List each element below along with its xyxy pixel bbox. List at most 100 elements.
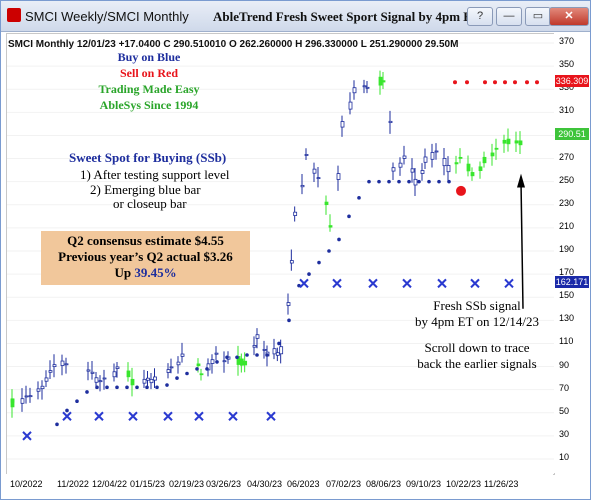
price-bar-body — [45, 378, 48, 381]
price-bar-body — [431, 152, 434, 159]
window-main-title: AbleTrend Fresh Sweet Sport Signal by 4p… — [213, 9, 481, 25]
price-bar-body — [392, 168, 395, 171]
resistance-dot — [465, 80, 469, 84]
price-bar-body — [483, 157, 486, 162]
price-bar-body — [301, 185, 304, 186]
restore-button[interactable]: ▭ — [525, 7, 551, 26]
price-bar-body — [61, 361, 64, 366]
date-tick: 09/10/23 — [406, 479, 441, 489]
support-dot — [397, 180, 401, 184]
price-bar-body — [447, 165, 450, 171]
price-bar-body — [276, 353, 279, 356]
price-bar-body — [181, 354, 184, 356]
price-bar-body — [21, 399, 24, 404]
price-bar-body — [507, 139, 510, 144]
price-bar-body — [113, 372, 116, 377]
price-tick: 90 — [559, 360, 569, 370]
support-dot — [75, 399, 79, 403]
app-icon — [7, 8, 21, 22]
price-bar-body — [455, 163, 458, 164]
support-dot — [185, 372, 189, 376]
price-bar-body — [91, 372, 94, 373]
price-bar-body — [389, 121, 392, 122]
estimate-change: Up 39.45% — [41, 265, 250, 281]
support-dot — [215, 360, 219, 364]
support-dot — [85, 390, 89, 394]
support-dot — [255, 353, 259, 357]
help-button[interactable]: ? — [467, 7, 493, 26]
support-dot — [327, 249, 331, 253]
price-bar-body — [127, 371, 130, 377]
estimate-change-value: 39.45% — [134, 265, 176, 280]
support-dot — [115, 386, 119, 390]
price-bar-body — [379, 77, 382, 85]
price-bar-body — [329, 226, 332, 228]
price-bar-body — [95, 378, 98, 382]
date-tick: 02/19/23 — [169, 479, 204, 489]
price-bar-body — [287, 303, 290, 306]
fresh-signal-line-2: by 4pm ET on 12/14/23 — [392, 314, 562, 330]
price-bar-body — [495, 148, 498, 149]
price-tag: 336.309 — [555, 75, 589, 87]
price-bar-body — [290, 261, 293, 264]
support-dot — [367, 180, 371, 184]
support-dot — [287, 319, 291, 323]
estimate-change-prefix: Up — [114, 265, 131, 280]
price-bar-body — [424, 157, 427, 162]
support-dot — [347, 215, 351, 219]
date-tick: 11/2022 — [57, 479, 89, 489]
price-bar-body — [411, 169, 414, 172]
price-axis[interactable]: 3703503303102902702502302101901701501301… — [554, 33, 589, 473]
support-dot — [437, 180, 441, 184]
price-bar-body — [305, 154, 308, 155]
price-bar-body — [244, 361, 247, 365]
resistance-dot — [525, 80, 529, 84]
support-dot — [65, 409, 69, 413]
price-bar-body — [131, 379, 134, 385]
close-button[interactable]: ✕ — [549, 7, 589, 26]
date-tick: 10/2022 — [10, 479, 43, 489]
earnings-estimate-box: Q2 consensus estimate $4.55 Previous yea… — [41, 231, 250, 285]
price-bar-body — [200, 374, 203, 375]
price-bar-body — [147, 378, 150, 380]
support-dot — [125, 386, 129, 390]
price-bar-body — [116, 367, 119, 369]
date-tick: 08/06/23 — [366, 479, 401, 489]
minimize-button[interactable]: — — [496, 7, 522, 26]
price-tick: 310 — [559, 105, 574, 115]
support-dot — [155, 386, 159, 390]
price-bar-body — [143, 379, 146, 383]
support-dot — [377, 180, 381, 184]
price-bar-body — [167, 370, 170, 373]
support-dot — [175, 376, 179, 380]
price-bar-body — [211, 360, 214, 364]
price-bar-body — [273, 349, 276, 354]
price-bar-body — [154, 377, 157, 380]
support-dot — [195, 367, 199, 371]
resistance-dot — [453, 80, 457, 84]
price-bar-body — [421, 170, 424, 173]
scroll-note: Scroll down to trace back the earlier si… — [392, 340, 562, 372]
price-bar-body — [11, 399, 14, 402]
price-bar-body — [313, 169, 316, 173]
price-bar-body — [471, 172, 474, 175]
price-bar-body — [325, 202, 328, 205]
date-tick: 07/02/23 — [326, 479, 361, 489]
price-bar-body — [53, 365, 56, 367]
price-bar-body — [337, 174, 340, 180]
price-bar-body — [341, 122, 344, 128]
price-tick: 230 — [559, 198, 574, 208]
price-bar-body — [65, 364, 68, 365]
window-tab-title: SMCI Weekly/SMCI Monthly — [25, 9, 189, 24]
price-bar-body — [223, 361, 226, 362]
support-dot — [265, 353, 269, 357]
price-bar-body — [103, 378, 106, 379]
price-bar-body — [87, 370, 90, 371]
signal-arrow-line — [521, 182, 523, 309]
support-dot — [55, 423, 59, 427]
legend-sell-on-red: Sell on Red — [90, 66, 208, 81]
support-dot — [165, 383, 169, 387]
date-axis[interactable]: 10/2022 11/2022 12/04/22 01/15/23 02/19/23 03… — [6, 474, 553, 496]
support-dot — [277, 342, 281, 346]
fresh-signal-note: Fresh SSb signal by 4pm ET on 12/14/23 — [392, 298, 562, 330]
